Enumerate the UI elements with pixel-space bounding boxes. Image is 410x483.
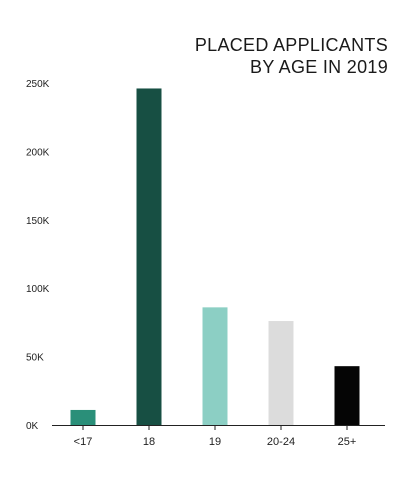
x-tick-label: 18 [143,436,155,448]
y-tick-label: 100K [26,284,50,295]
y-tick-label: 200K [26,147,50,158]
y-tick-label: 50K [26,353,44,364]
x-tick-label: 25+ [338,436,357,448]
bar-3 [268,321,294,425]
x-tick-label: 20-24 [267,436,295,448]
bar-1 [136,88,162,426]
y-tick-label: 0K [26,421,39,432]
y-tick-label: 150K [26,216,50,227]
bar-2 [202,307,228,425]
bar-4 [334,366,360,425]
chart-title-line1: PLACED APPLICANTS [194,35,388,55]
bar-0 [70,409,96,425]
x-tick-label: <17 [74,436,93,448]
x-tick-label: 19 [209,436,221,448]
chart-title-line2: BY AGE IN 2019 [250,57,388,77]
y-tick-label: 250K [26,79,50,90]
